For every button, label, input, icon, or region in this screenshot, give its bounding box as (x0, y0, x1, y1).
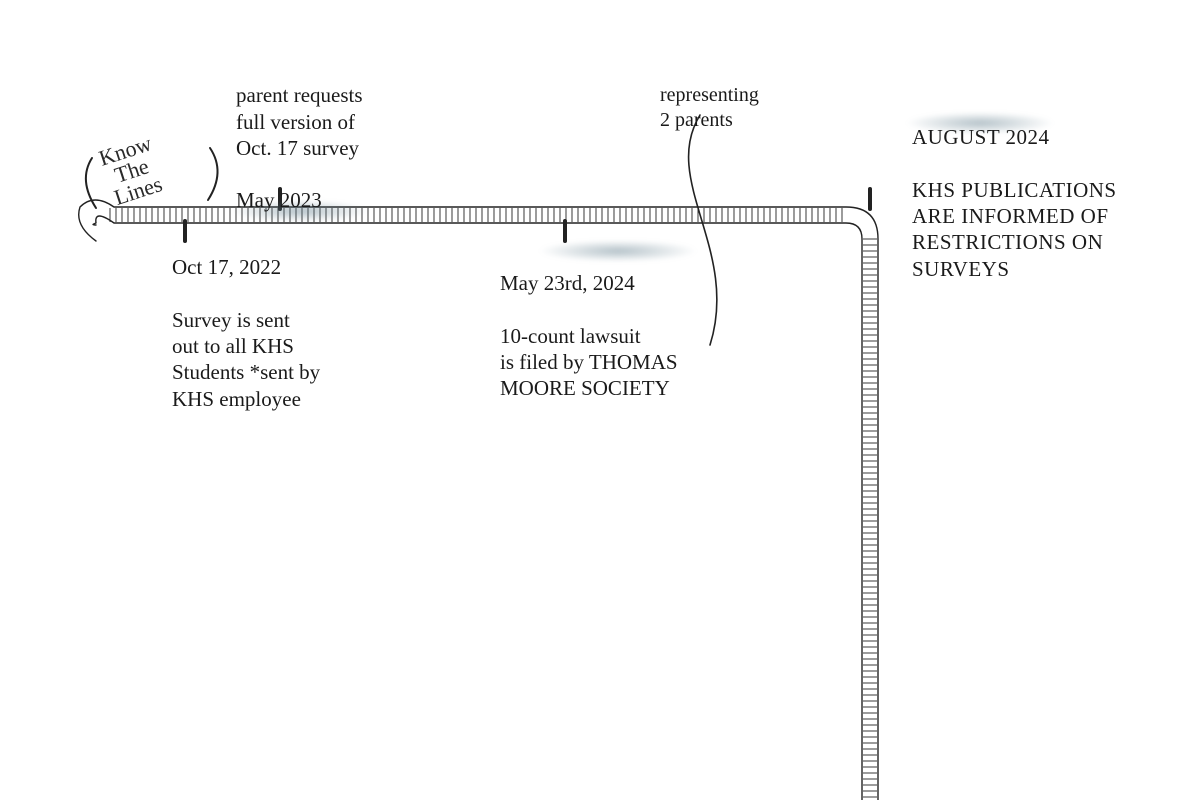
event-date: May 23rd, 2024 (500, 270, 678, 296)
event-body: parent requests full version of Oct. 17 … (236, 82, 363, 161)
event-may2024: May 23rd, 2024 10-count lawsuit is filed… (500, 244, 678, 428)
event-body: Survey is sent out to all KHS Students *… (172, 307, 320, 412)
annotation-text: representing 2 parents (660, 84, 759, 131)
event-may2023: parent requests full version of Oct. 17 … (236, 56, 363, 240)
event-body: KHS PUBLICATIONS ARE INFORMED OF RESTRIC… (912, 177, 1117, 282)
event-date: AUGUST 2024 (912, 124, 1117, 150)
event-date: Oct 17, 2022 (172, 254, 320, 280)
event-oct17: Oct 17, 2022 Survey is sent out to all K… (172, 228, 320, 438)
event-body: 10-count lawsuit is filed by THOMAS MOOR… (500, 323, 678, 402)
event-aug2024: AUGUST 2024 KHS PUBLICATIONS ARE INFORME… (912, 98, 1117, 308)
annotation-representing: representing 2 parents (660, 58, 759, 133)
event-date: May 2023 (236, 187, 363, 213)
